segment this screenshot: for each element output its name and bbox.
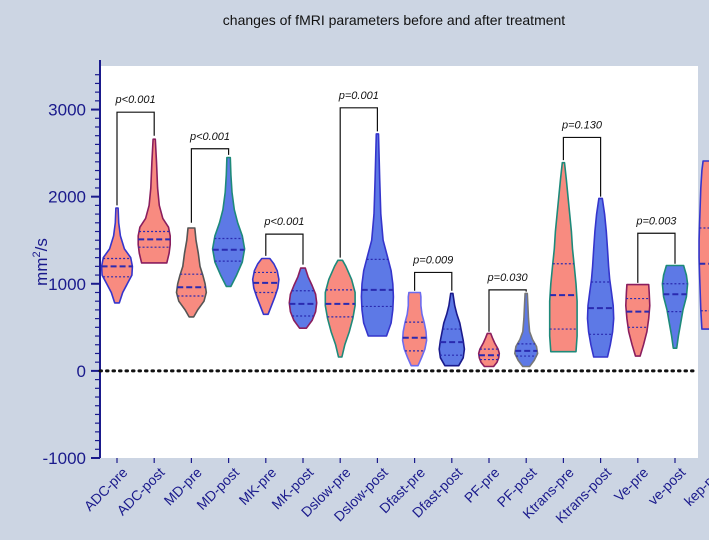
category-label: ve-post <box>645 464 689 508</box>
violin-Dfast-pre <box>401 291 428 367</box>
violin-shape <box>548 161 578 353</box>
y-tick-label: 3000 <box>48 101 86 120</box>
significance-bracket: p=0.030 <box>487 272 529 332</box>
significance-bracket: p=0.130 <box>561 119 603 197</box>
y-tick-label: 0 <box>77 362 86 381</box>
y-axis-label-tail: /s <box>32 238 51 251</box>
significance-bracket: p<0.001 <box>263 216 304 265</box>
p-value-label: p=0.130 <box>561 119 603 131</box>
bracket-line <box>265 233 304 265</box>
violin-shape <box>625 283 651 357</box>
violin-ADC-pre <box>100 207 134 304</box>
chart-title: changes of fMRI parameters before and af… <box>223 12 566 28</box>
violin-MD-pre <box>175 227 208 318</box>
violin-shape <box>477 332 501 368</box>
violin-PF-pre <box>477 332 501 368</box>
violin-Dfast-post <box>438 292 466 367</box>
violin-shape <box>288 267 318 329</box>
violin-shape <box>137 138 171 264</box>
violin-shape <box>324 259 356 358</box>
violin-shape <box>175 227 208 318</box>
violin-shape <box>100 207 134 304</box>
y-axis-label-base: mm <box>32 258 51 286</box>
y-axis-label-superscript: 2 <box>31 251 43 257</box>
violin-shape <box>698 160 709 330</box>
p-value-label: p<0.001 <box>189 131 230 143</box>
p-value-label: p<0.001 <box>263 216 304 228</box>
bracket-line <box>488 289 527 332</box>
significance-bracket: p<0.001 <box>189 131 230 223</box>
bracket-line <box>339 107 378 258</box>
y-tick-label: -1000 <box>43 449 86 468</box>
significance-brackets: p<0.001 p<0.001 p<0.001 p=0.001 p=0.009 p=0.0… <box>115 90 677 332</box>
bracket-line <box>190 148 230 223</box>
violin-ve-post <box>661 264 689 349</box>
bracket-line <box>116 111 155 206</box>
significance-bracket: p<0.001 <box>115 94 156 206</box>
category-labels: ADC-preADC-postMD-preMD-postMK-preMK-pos… <box>81 458 709 526</box>
violin-shape <box>211 156 246 288</box>
bracket-line <box>637 232 676 283</box>
y-tick-label: 2000 <box>48 188 86 207</box>
p-value-label: p<0.001 <box>115 94 156 106</box>
violin-Dslow-pre <box>324 259 356 358</box>
violin-shape <box>514 292 539 368</box>
significance-bracket: p=0.001 <box>338 90 379 258</box>
violin-MK-pre <box>251 257 280 316</box>
violin-Ktrans-pre <box>548 161 578 353</box>
violin-MK-post <box>288 267 318 329</box>
violins <box>100 133 709 368</box>
violin-Ktrans-post <box>586 197 615 358</box>
significance-bracket: p=0.009 <box>412 254 453 291</box>
y-axis-label: mm2/s <box>31 238 51 286</box>
violin-MD-post <box>211 156 246 288</box>
violin-Ve-pre <box>625 283 651 357</box>
y-tick-label: 1000 <box>48 275 86 294</box>
violin-shape <box>360 133 395 337</box>
significance-bracket: p=0.003 <box>635 215 677 283</box>
violin-Dslow-post <box>360 133 395 337</box>
category-label: kep-pre <box>681 464 709 509</box>
axes: -1000 0 1000 2000 3000 <box>43 60 696 468</box>
violin-kep-pre <box>698 160 709 330</box>
p-value-label: p=0.003 <box>635 215 677 227</box>
violin-PF-post <box>514 292 539 368</box>
violin-shape <box>586 197 615 358</box>
bracket-line <box>562 136 602 197</box>
violin-shape <box>661 264 689 349</box>
bracket-line <box>414 271 453 291</box>
violin-ADC-post <box>137 138 171 264</box>
p-value-label: p=0.001 <box>338 90 379 102</box>
p-value-label: p=0.009 <box>412 254 453 266</box>
p-value-label: p=0.030 <box>487 272 529 284</box>
